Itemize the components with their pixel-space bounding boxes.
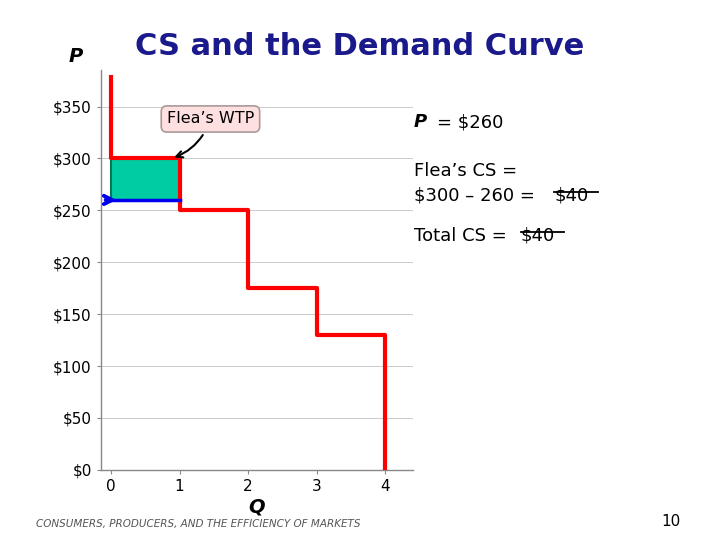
Text: 10: 10 bbox=[661, 515, 680, 530]
Bar bbox=[111, 158, 179, 200]
Text: $40: $40 bbox=[521, 227, 555, 245]
Text: Total CS =: Total CS = bbox=[414, 227, 513, 245]
Text: CS and the Demand Curve: CS and the Demand Curve bbox=[135, 32, 585, 62]
Text: $40: $40 bbox=[554, 186, 589, 204]
Text: Flea’s WTP: Flea’s WTP bbox=[167, 111, 254, 157]
Text: P: P bbox=[68, 47, 83, 66]
Text: Flea’s CS =: Flea’s CS = bbox=[414, 162, 517, 180]
Text: P: P bbox=[414, 113, 427, 131]
Text: = $260: = $260 bbox=[437, 113, 503, 131]
X-axis label: Q: Q bbox=[248, 498, 265, 517]
Text: CONSUMERS, PRODUCERS, AND THE EFFICIENCY OF MARKETS: CONSUMERS, PRODUCERS, AND THE EFFICIENCY… bbox=[36, 518, 361, 529]
Text: $300 – 260 =: $300 – 260 = bbox=[414, 186, 541, 204]
